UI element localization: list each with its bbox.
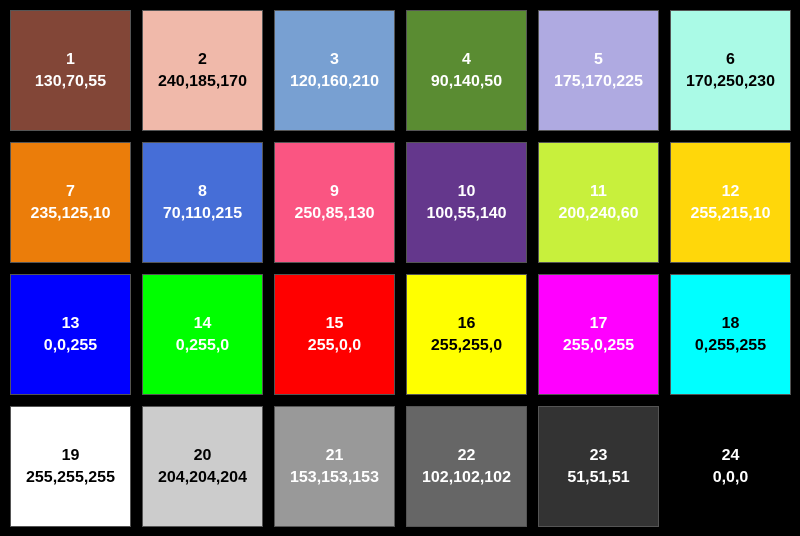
swatch-number: 15	[325, 314, 344, 332]
swatch-number: 8	[198, 182, 207, 200]
swatch-number: 10	[457, 182, 476, 200]
swatch-rgb-value: 100,55,140	[426, 204, 507, 222]
color-swatch-16: 16 255,255,0	[406, 274, 527, 395]
swatch-number: 2	[198, 50, 207, 68]
swatch-rgb-value: 255,0,255	[562, 336, 635, 354]
swatch-rgb-value: 51,51,51	[567, 468, 630, 486]
color-swatch-15: 15 255,0,0	[274, 274, 395, 395]
swatch-rgb-value: 170,250,230	[686, 72, 775, 90]
swatch-rgb-value: 240,185,170	[158, 72, 247, 90]
swatch-number: 22	[457, 446, 476, 464]
color-swatch-13: 13 0,0,255	[10, 274, 131, 395]
swatch-number: 13	[61, 314, 80, 332]
swatch-number: 3	[330, 50, 339, 68]
swatch-number: 14	[193, 314, 212, 332]
color-swatch-18: 18 0,255,255	[670, 274, 791, 395]
color-swatch-4: 4 90,140,50	[406, 10, 527, 131]
color-swatch-3: 3 120,160,210	[274, 10, 395, 131]
color-swatch-10: 10 100,55,140	[406, 142, 527, 263]
color-swatch-9: 9 250,85,130	[274, 142, 395, 263]
color-swatch-7: 7 235,125,10	[10, 142, 131, 263]
swatch-rgb-value: 175,170,225	[554, 72, 643, 90]
swatch-number: 17	[589, 314, 608, 332]
color-swatch-19: 19 255,255,255	[10, 406, 131, 527]
swatch-rgb-value: 255,0,0	[307, 336, 362, 354]
swatch-rgb-value: 200,240,60	[558, 204, 639, 222]
swatch-number: 21	[325, 446, 344, 464]
swatch-number: 9	[330, 182, 339, 200]
swatch-rgb-value: 120,160,210	[290, 72, 379, 90]
color-swatch-20: 20 204,204,204	[142, 406, 263, 527]
color-swatch-14: 14 0,255,0	[142, 274, 263, 395]
swatch-rgb-value: 0,255,255	[694, 336, 767, 354]
swatch-rgb-value: 90,140,50	[430, 72, 503, 90]
color-swatch-6: 6 170,250,230	[670, 10, 791, 131]
swatch-number: 16	[457, 314, 476, 332]
color-swatch-1: 1 130,70,55	[10, 10, 131, 131]
swatch-rgb-value: 0,0,255	[43, 336, 98, 354]
swatch-number: 20	[193, 446, 212, 464]
swatch-number: 6	[726, 50, 735, 68]
swatch-rgb-value: 255,255,0	[430, 336, 503, 354]
swatch-rgb-value: 235,125,10	[30, 204, 111, 222]
swatch-rgb-value: 130,70,55	[34, 72, 107, 90]
swatch-rgb-value: 0,255,0	[175, 336, 230, 354]
swatch-number: 19	[61, 446, 80, 464]
swatch-number: 18	[721, 314, 740, 332]
color-swatch-12: 12 255,215,10	[670, 142, 791, 263]
swatch-rgb-value: 204,204,204	[158, 468, 247, 486]
color-swatch-23: 23 51,51,51	[538, 406, 659, 527]
swatch-number: 5	[594, 50, 603, 68]
swatch-number: 23	[589, 446, 608, 464]
swatch-number: 11	[590, 182, 607, 200]
swatch-number: 24	[721, 446, 740, 464]
swatch-number: 1	[66, 50, 75, 68]
swatch-rgb-value: 102,102,102	[422, 468, 511, 486]
swatch-rgb-value: 255,255,255	[26, 468, 115, 486]
swatch-rgb-value: 250,85,130	[294, 204, 375, 222]
swatch-number: 4	[462, 50, 471, 68]
color-swatch-8: 8 70,110,215	[142, 142, 263, 263]
color-swatch-11: 11 200,240,60	[538, 142, 659, 263]
color-swatch-2: 2 240,185,170	[142, 10, 263, 131]
swatch-number: 12	[721, 182, 740, 200]
color-swatch-22: 22 102,102,102	[406, 406, 527, 527]
swatch-rgb-value: 255,215,10	[690, 204, 771, 222]
color-swatch-24: 24 0,0,0	[670, 406, 791, 527]
swatch-number: 7	[66, 182, 75, 200]
swatch-rgb-value: 153,153,153	[290, 468, 379, 486]
color-swatch-5: 5 175,170,225	[538, 10, 659, 131]
color-swatch-17: 17 255,0,255	[538, 274, 659, 395]
color-swatch-21: 21 153,153,153	[274, 406, 395, 527]
swatch-rgb-value: 70,110,215	[162, 204, 243, 222]
swatch-rgb-value: 0,0,0	[712, 468, 749, 486]
